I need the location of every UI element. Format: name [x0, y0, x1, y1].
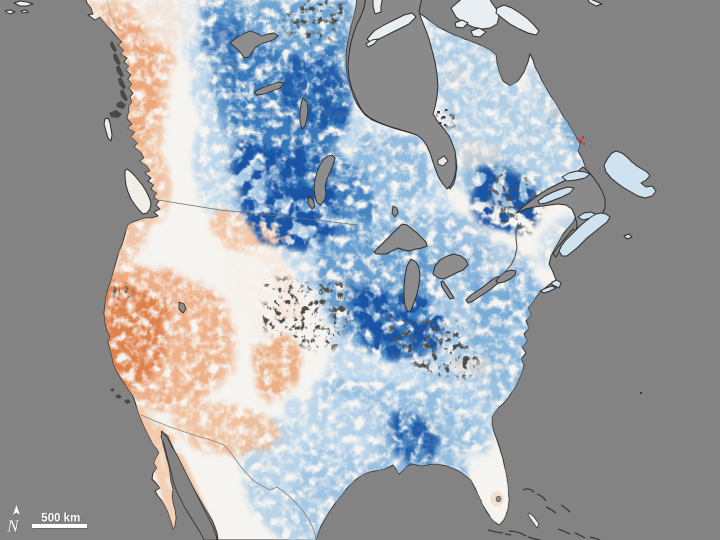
svg-text:N: N: [6, 516, 20, 535]
svg-text:N: N: [7, 517, 21, 536]
svg-text:500 km: 500 km: [42, 513, 81, 525]
svg-text:500 km: 500 km: [41, 512, 80, 524]
